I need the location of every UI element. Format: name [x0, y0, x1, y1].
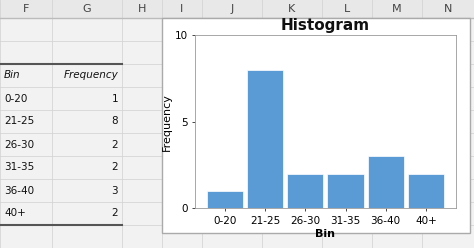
Text: 3: 3: [111, 186, 118, 195]
X-axis label: Bin: Bin: [316, 229, 336, 239]
Text: N: N: [444, 4, 452, 14]
Text: F: F: [23, 4, 29, 14]
Bar: [368, 156, 404, 208]
Text: 26-30: 26-30: [4, 139, 34, 150]
Bar: [328, 174, 364, 208]
Text: I: I: [181, 4, 183, 14]
Bar: [247, 70, 283, 208]
Y-axis label: Frequency: Frequency: [162, 93, 172, 151]
Title: Histogram: Histogram: [281, 18, 370, 33]
Text: M: M: [392, 4, 402, 14]
Text: L: L: [344, 4, 350, 14]
Text: 2: 2: [111, 162, 118, 173]
Bar: [0, 0, 474, 18]
Bar: [162, 18, 470, 233]
Bar: [207, 191, 243, 208]
Text: 8: 8: [111, 117, 118, 126]
Text: Frequency: Frequency: [63, 70, 118, 81]
Bar: [287, 174, 323, 208]
Text: J: J: [230, 4, 234, 14]
Text: 1: 1: [111, 93, 118, 103]
Text: 2: 2: [111, 139, 118, 150]
Text: Bin: Bin: [4, 70, 21, 81]
Text: 36-40: 36-40: [4, 186, 34, 195]
Bar: [408, 174, 444, 208]
Text: G: G: [82, 4, 91, 14]
Text: 0-20: 0-20: [4, 93, 27, 103]
Text: 31-35: 31-35: [4, 162, 34, 173]
Text: K: K: [288, 4, 296, 14]
Text: H: H: [138, 4, 146, 14]
Text: 40+: 40+: [4, 209, 26, 218]
Text: 21-25: 21-25: [4, 117, 34, 126]
Text: 2: 2: [111, 209, 118, 218]
